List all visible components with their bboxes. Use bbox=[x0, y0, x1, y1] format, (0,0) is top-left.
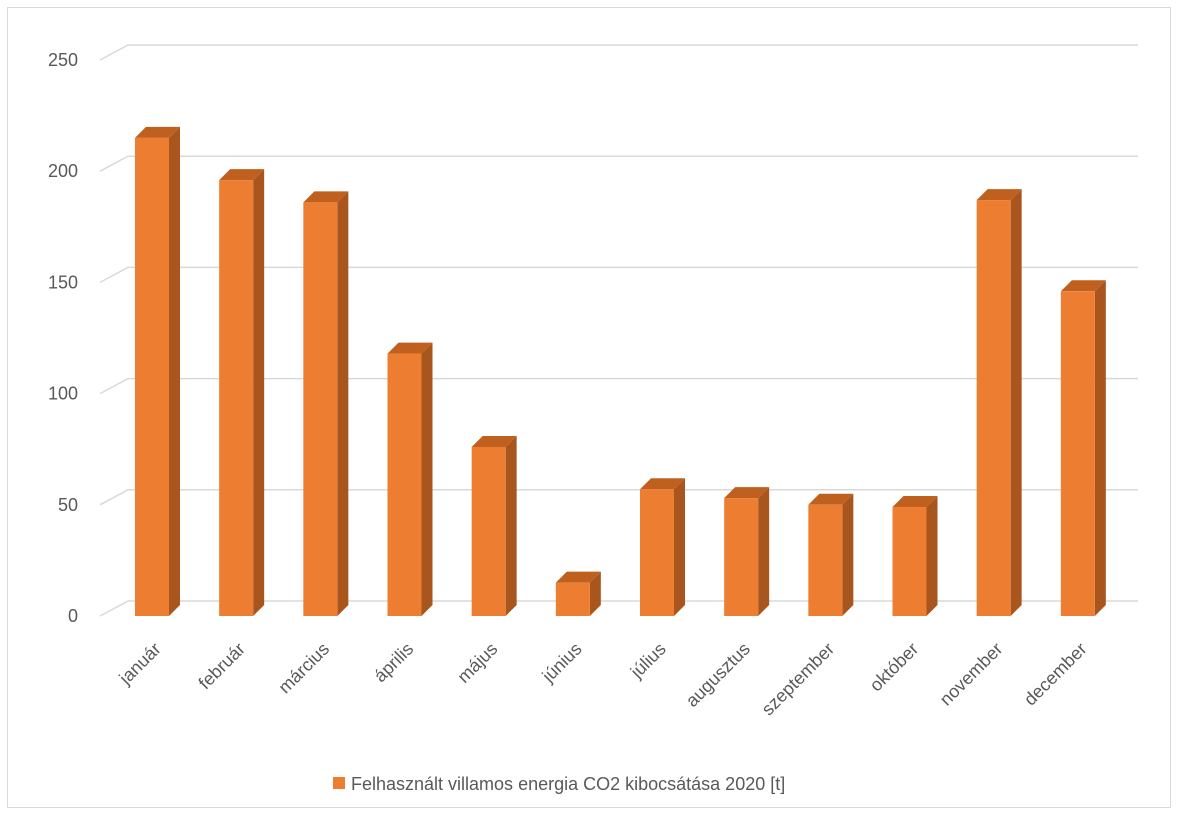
y-tick-label: 50 bbox=[58, 495, 78, 515]
gridlines bbox=[99, 44, 1138, 617]
x-tick-label: október bbox=[866, 639, 923, 696]
bar bbox=[219, 169, 265, 616]
bar-front bbox=[555, 582, 590, 616]
x-tick-label: május bbox=[453, 639, 501, 687]
bar-front bbox=[303, 202, 338, 616]
bar-front bbox=[640, 489, 674, 616]
gridline bbox=[99, 377, 1138, 395]
x-tick-label: január bbox=[115, 639, 165, 689]
bar bbox=[892, 496, 938, 616]
bar-side bbox=[337, 191, 349, 616]
gridline bbox=[99, 266, 1138, 284]
bar-front bbox=[1060, 291, 1095, 616]
bar-top bbox=[808, 493, 854, 505]
x-tick-label: szeptember bbox=[758, 639, 839, 720]
x-tick-label: április bbox=[370, 639, 417, 686]
bar bbox=[1060, 280, 1106, 616]
bar bbox=[303, 191, 349, 616]
bar-top bbox=[387, 342, 433, 354]
x-axis-labels: január február március április május június jú… bbox=[115, 639, 1091, 720]
y-tick-label: 150 bbox=[48, 272, 78, 292]
bar-side bbox=[253, 169, 265, 616]
x-tick-label: december bbox=[1020, 639, 1091, 710]
gridline bbox=[99, 600, 1138, 617]
bar-top bbox=[640, 478, 685, 490]
y-tick-label: 200 bbox=[48, 161, 78, 181]
bar bbox=[555, 571, 601, 616]
x-tick-label: június bbox=[538, 639, 586, 687]
bar-top bbox=[892, 496, 938, 508]
bar-side bbox=[926, 496, 938, 616]
bar-top bbox=[724, 487, 770, 499]
bar bbox=[976, 189, 1022, 616]
bar-front bbox=[387, 353, 422, 616]
bar-top bbox=[471, 435, 517, 447]
bar bbox=[808, 493, 854, 616]
bar-front bbox=[219, 180, 254, 616]
bar-side bbox=[842, 493, 854, 616]
x-tick-label: március bbox=[274, 639, 333, 698]
bar-side bbox=[589, 571, 601, 616]
gridline bbox=[99, 44, 1138, 61]
x-tick-label: július bbox=[626, 639, 670, 683]
bar-front bbox=[135, 137, 169, 616]
gridline bbox=[99, 489, 1138, 506]
y-tick-label: 250 bbox=[48, 50, 78, 70]
y-tick-label: 100 bbox=[48, 384, 78, 404]
bar-side bbox=[505, 435, 517, 616]
bar bbox=[387, 342, 433, 616]
bar bbox=[471, 435, 517, 616]
bar-top bbox=[555, 571, 601, 583]
bar-front bbox=[808, 504, 843, 616]
bar-side bbox=[421, 342, 433, 616]
legend: Felhasznált villamos energia CO2 kibocsá… bbox=[333, 774, 785, 794]
bar-top bbox=[135, 126, 180, 138]
bar-front bbox=[892, 507, 927, 616]
x-tick-label: február bbox=[195, 639, 249, 693]
bar-side bbox=[1094, 280, 1106, 616]
bar-top bbox=[1060, 280, 1106, 292]
bar-side bbox=[758, 487, 770, 616]
legend-swatch bbox=[333, 777, 345, 789]
bar-side bbox=[674, 478, 685, 616]
y-axis-ticks: 0 50 100 150 200 250 bbox=[48, 50, 78, 626]
bar-top bbox=[303, 191, 349, 203]
bar-front bbox=[976, 200, 1011, 616]
gridline bbox=[99, 155, 1138, 172]
bar-front bbox=[471, 446, 506, 616]
y-tick-label: 0 bbox=[68, 606, 78, 626]
x-tick-label: november bbox=[936, 639, 1007, 710]
bar-top bbox=[219, 169, 265, 181]
bar bbox=[135, 126, 180, 616]
legend-label: Felhasznált villamos energia CO2 kibocsá… bbox=[351, 774, 785, 794]
bar bbox=[724, 487, 770, 616]
bar-top bbox=[976, 189, 1022, 201]
bar-front bbox=[724, 498, 759, 616]
bar-side bbox=[1010, 189, 1022, 616]
bar bbox=[640, 478, 685, 616]
bars bbox=[135, 126, 1106, 616]
x-tick-label: augusztus bbox=[682, 639, 754, 711]
bar-side bbox=[169, 126, 180, 616]
